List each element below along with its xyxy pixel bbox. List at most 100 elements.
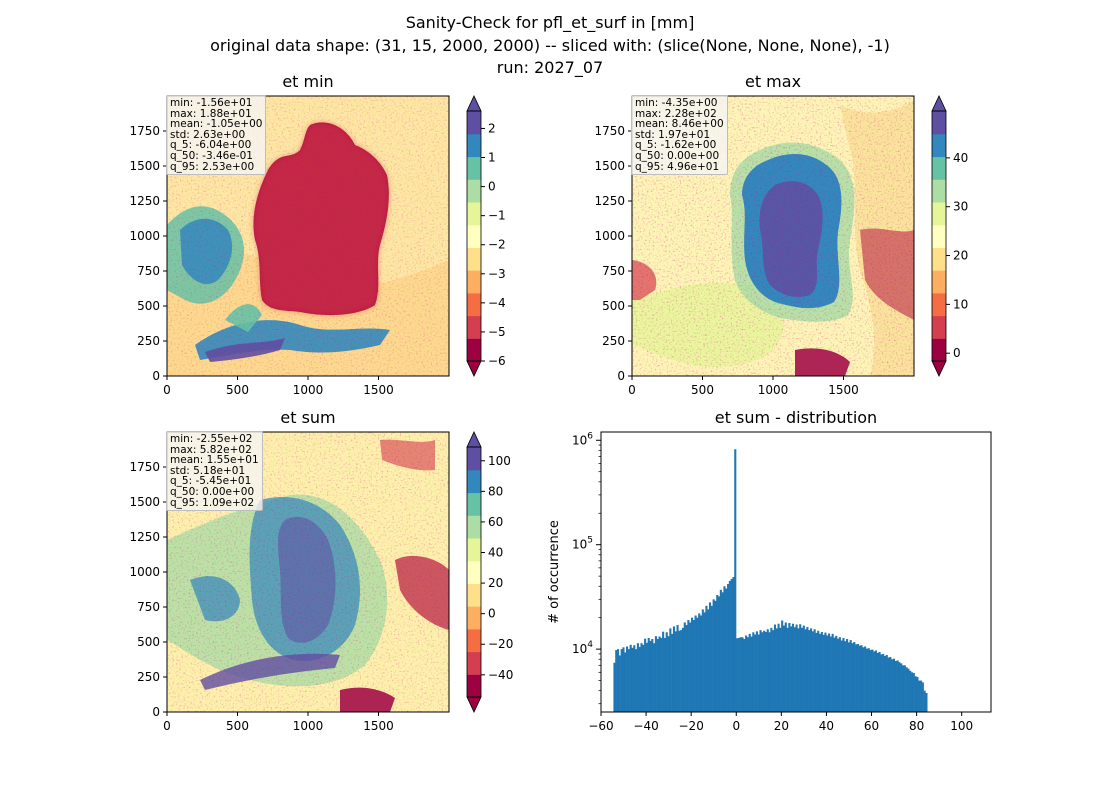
histogram-bar — [901, 665, 905, 712]
histogram-bar — [687, 620, 690, 712]
colorbar-extend-min — [931, 360, 947, 377]
colorbar-tick-label: 60 — [488, 515, 503, 529]
histogram-bar — [629, 644, 632, 712]
histogram-bar — [768, 632, 771, 712]
histogram-bar — [790, 626, 793, 712]
histogram-bar — [622, 647, 625, 712]
x-tick-label: 1500 — [363, 383, 394, 397]
colorbar-segment — [932, 111, 946, 135]
y-tick-label: 1250 — [129, 194, 160, 208]
x-tick-label: 1000 — [293, 719, 324, 733]
histogram-bar — [797, 628, 800, 712]
histogram-bars — [613, 449, 928, 712]
heatmap-et-min — [167, 96, 449, 376]
stat-line: q_50: 0.00e+00 — [635, 149, 720, 162]
hist-y-tick-label: 106 — [572, 431, 593, 447]
histogram-bar — [844, 641, 847, 712]
y-tick-label: 1750 — [594, 124, 625, 138]
histogram-bar — [840, 640, 843, 712]
histogram-bar — [624, 652, 627, 712]
histogram-bar — [871, 649, 874, 712]
histogram-bar — [811, 631, 814, 712]
histogram-bar — [613, 662, 616, 712]
colorbar-segment — [467, 674, 481, 698]
histogram-title: et sum - distribution — [714, 408, 878, 427]
histogram-bar — [889, 657, 892, 712]
hist-y-tick-base: 10 — [572, 642, 587, 656]
histogram-bar — [885, 654, 888, 712]
hist-y-tick-base: 10 — [572, 433, 587, 447]
hist-x-tick-label: −40 — [633, 719, 658, 733]
histogram-bar — [701, 609, 704, 712]
histogram-bar — [696, 617, 699, 712]
colorbar-segment — [467, 270, 481, 294]
histogram-bar — [853, 642, 856, 712]
stat-line: q_95: 4.96e+01 — [635, 160, 720, 173]
colorbar-tick-label: 80 — [488, 484, 503, 498]
colorbar-segment — [932, 201, 946, 226]
histogram-bar — [748, 633, 751, 712]
hist-x-tick-label: 40 — [819, 719, 834, 733]
histogram-bar — [656, 639, 659, 712]
histogram-bar — [757, 634, 760, 712]
stat-line: std: 5.18e+01 — [170, 464, 246, 477]
histogram-bar — [636, 643, 639, 712]
histogram-bar — [680, 630, 683, 712]
histogram-bar — [647, 637, 650, 712]
colorbar-et-min: 2 1 0 −1 −2 −3 −4 −5 −6 — [466, 95, 506, 377]
histogram-bar — [755, 631, 758, 712]
y-tick-label: 1000 — [129, 565, 160, 579]
x-tick-label: 1500 — [828, 383, 859, 397]
histogram-bar — [626, 646, 629, 712]
x-tick-label: 1500 — [363, 719, 394, 733]
colorbar-segment — [467, 201, 481, 226]
colorbar-segment — [467, 469, 481, 494]
histogram-bar — [752, 632, 755, 712]
colorbar-extend-max — [931, 95, 947, 112]
histogram-bar — [764, 631, 767, 712]
stat-line: min: -2.55e+02 — [170, 433, 253, 445]
histogram-bar — [809, 628, 813, 712]
y-tick-label: 250 — [137, 670, 160, 684]
x-tick-label: 0 — [163, 719, 171, 733]
hist-x-tick-label: −20 — [679, 719, 704, 733]
histogram-bar — [678, 630, 681, 712]
y-tick-label: 1500 — [129, 495, 160, 509]
histogram-bar — [681, 627, 685, 712]
colorbar-tick-label: 0 — [488, 180, 496, 194]
stat-line: min: -4.35e+00 — [635, 97, 718, 109]
histogram-bar — [653, 643, 656, 712]
colorbar-segment — [467, 156, 481, 180]
histogram-bar — [867, 648, 870, 712]
histogram-bar — [772, 630, 775, 712]
y-tick-label: 750 — [602, 264, 625, 278]
hist-x-tick-label: 80 — [909, 719, 924, 733]
histogram-bar — [770, 627, 773, 712]
histogram-bar — [846, 639, 849, 712]
colorbar-et-sum: 100 80 60 40 20 0 −20 −40 — [466, 431, 513, 713]
colorbar-tick-label: 0 — [953, 346, 961, 360]
histogram-bar — [716, 594, 719, 712]
colorbar-segment — [932, 338, 946, 362]
histogram-bar — [896, 660, 899, 712]
stat-line: q_50: 0.00e+00 — [170, 485, 255, 498]
histogram-bar — [851, 643, 854, 712]
histogram-bar — [620, 649, 623, 712]
histogram-bar — [822, 634, 825, 712]
hist-y-tick-exponent: 6 — [587, 431, 593, 441]
colorbar-frame — [466, 446, 482, 698]
histogram-bar — [732, 577, 735, 712]
y-tick-label: 750 — [137, 600, 160, 614]
histogram-bar — [777, 623, 780, 712]
colorbar-segment — [932, 270, 946, 294]
hist-y-tick-exponent: 5 — [587, 536, 593, 546]
y-tick-label: 250 — [602, 334, 625, 348]
histogram-bar — [808, 630, 811, 712]
histogram-bar — [766, 629, 769, 712]
colorbar-tick-label: 40 — [953, 151, 968, 165]
colorbar-segment — [932, 156, 946, 180]
colorbar-tick-label: 20 — [953, 249, 968, 263]
histogram-bar — [849, 640, 852, 712]
stat-line: std: 1.97e+01 — [635, 128, 711, 141]
histogram-bar — [838, 637, 841, 712]
